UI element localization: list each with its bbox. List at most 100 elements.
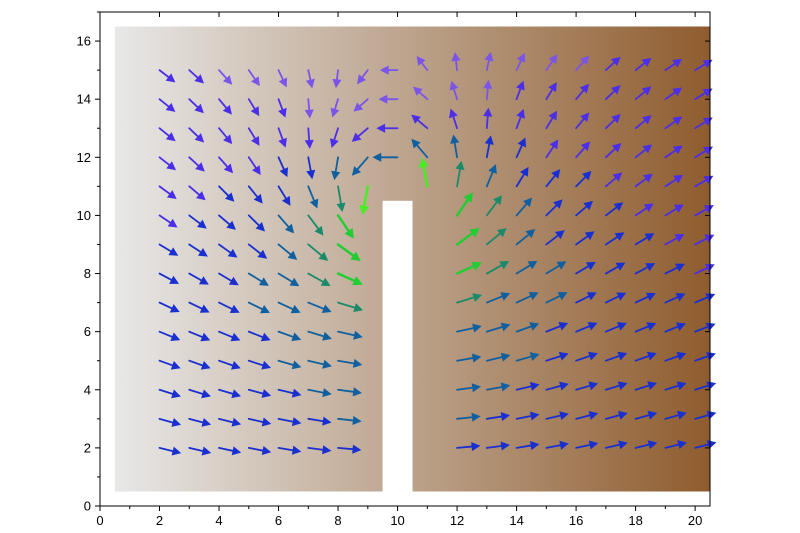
arrow-shaft — [575, 235, 589, 246]
arrow-shaft — [158, 185, 171, 195]
arrow-shaft — [634, 266, 649, 275]
arrow-head — [227, 248, 238, 258]
arrow-shaft — [307, 243, 323, 257]
arrow-shaft — [575, 355, 591, 362]
arrow-head — [278, 107, 287, 118]
arrow-head — [281, 195, 291, 206]
x-tick-label: 20 — [688, 513, 702, 528]
y-tick-label: 6 — [84, 324, 91, 339]
arrow-head — [703, 146, 714, 155]
vector-arrow — [664, 204, 684, 217]
vector-arrow — [359, 185, 370, 215]
arrow-head — [330, 107, 340, 118]
vector-arrow — [337, 330, 363, 340]
vector-arrow — [664, 87, 683, 101]
arrow-head — [222, 75, 233, 85]
arrow-head — [451, 52, 461, 62]
vector-arrow — [379, 65, 399, 75]
arrow-shaft — [634, 236, 648, 246]
vector-arrow — [218, 69, 233, 85]
vector-arrow — [307, 185, 319, 209]
vector-arrow — [158, 359, 181, 370]
arrow-head — [645, 263, 656, 272]
vector-arrow — [307, 272, 331, 287]
obstacle-wall — [382, 200, 413, 492]
arrow-shaft — [456, 296, 475, 304]
vector-arrow — [188, 243, 208, 257]
vector-arrow — [545, 351, 569, 362]
arrow-head — [165, 102, 176, 112]
arrow-head — [529, 411, 540, 421]
arrow-shaft — [247, 156, 257, 169]
vector-arrow — [545, 110, 558, 130]
vector-arrow — [450, 134, 460, 159]
arrow-shaft — [604, 206, 618, 217]
arrow-shaft — [218, 127, 228, 139]
arrow-shaft — [545, 385, 562, 391]
arrow-head — [318, 251, 329, 261]
arrow-head — [675, 292, 686, 302]
arrow-shaft — [575, 444, 591, 449]
arrow-shaft — [307, 417, 324, 422]
arrow-shaft — [485, 143, 491, 159]
arrow-head — [353, 303, 364, 313]
vector-arrow — [158, 69, 176, 83]
arrow-shaft — [456, 416, 473, 420]
arrow-head — [496, 228, 507, 238]
vector-arrow — [664, 58, 683, 72]
arrow-shaft — [247, 127, 256, 140]
arrow-shaft — [545, 355, 562, 362]
vector-arrow — [664, 263, 685, 275]
arrow-head — [484, 51, 494, 62]
arrow-shaft — [456, 445, 473, 449]
arrow-shaft — [277, 214, 290, 228]
vector-arrow — [604, 381, 628, 391]
plot-frame — [99, 11, 711, 507]
arrow-head — [350, 251, 361, 262]
arrow-head — [613, 202, 624, 212]
arrow-head — [353, 102, 364, 112]
arrow-head — [344, 228, 354, 239]
vector-arrow — [218, 127, 233, 145]
arrow-head — [586, 292, 597, 301]
arrow-head — [352, 358, 363, 368]
vector-arrow — [188, 127, 205, 143]
arrow-head — [450, 134, 460, 144]
vector-arrow — [247, 446, 272, 456]
vector-arrow — [451, 52, 461, 72]
arrow-head — [353, 330, 363, 340]
arrow-head — [279, 167, 288, 178]
arrow-head — [194, 74, 204, 84]
arrow-shaft — [337, 301, 356, 309]
arrow-head — [527, 260, 538, 270]
arrow-shaft — [158, 214, 172, 224]
vector-arrow — [604, 292, 627, 304]
arrow-head — [223, 134, 233, 145]
vector-arrow — [456, 323, 482, 333]
arrow-head — [287, 250, 298, 260]
arrow-head — [548, 82, 557, 93]
arrow-shaft — [247, 301, 263, 310]
x-tick-label: 8 — [334, 513, 341, 528]
vector-arrow — [277, 388, 302, 398]
arrow-shaft — [575, 205, 588, 217]
arrow-shaft — [247, 69, 256, 80]
arrow-shaft — [664, 178, 677, 188]
arrow-head — [170, 360, 181, 370]
vector-arrow — [604, 56, 621, 72]
arrow-head — [584, 231, 595, 241]
arrow-head — [616, 292, 627, 301]
arrow-shaft — [218, 272, 233, 282]
vector-arrow — [218, 156, 234, 174]
vector-arrow — [575, 321, 598, 333]
arrow-head — [517, 137, 527, 148]
arrow-shaft — [634, 119, 646, 130]
arrow-shaft — [336, 243, 355, 257]
vector-arrow — [247, 156, 261, 176]
vector-arrow — [664, 292, 686, 304]
arrow-head — [525, 229, 536, 239]
vector-arrow — [664, 410, 687, 420]
vector-arrow — [575, 292, 597, 304]
arrow-shaft — [158, 359, 174, 367]
arrow-shaft — [634, 443, 650, 449]
